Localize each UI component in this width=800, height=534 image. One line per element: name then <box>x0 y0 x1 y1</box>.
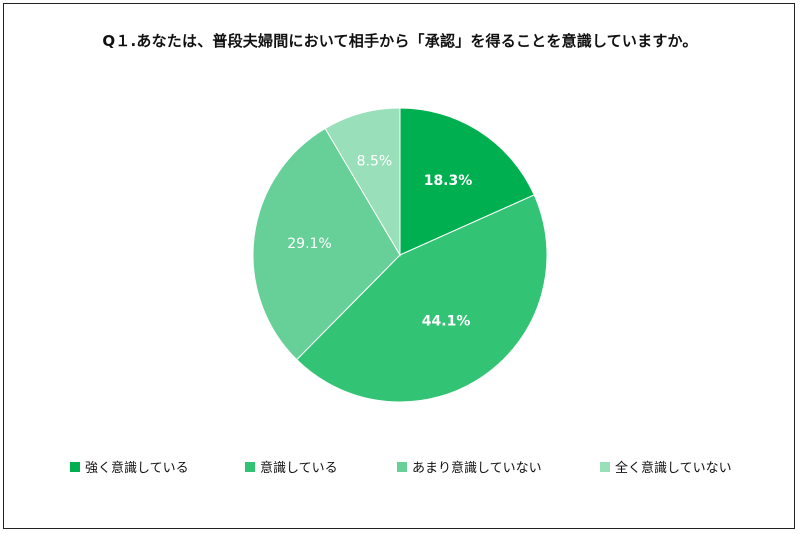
data-label: 44.1% <box>422 313 471 329</box>
slice-not-very-conscious <box>252 127 401 361</box>
legend: 強く意識している 意識している あまり意識していない 全く意識していない <box>0 457 800 477</box>
legend-swatch <box>70 461 80 472</box>
legend-label: 全く意識していない <box>615 461 732 476</box>
slice-not-at-all-conscious <box>324 107 401 257</box>
legend-label: 意識している <box>260 461 338 476</box>
legend-swatch <box>245 461 255 472</box>
legend-swatch <box>397 461 407 472</box>
legend-item-conscious: 意識している <box>245 457 338 476</box>
legend-label: 強く意識している <box>85 461 189 476</box>
legend-item-not-at-all-conscious: 全く意識していない <box>600 457 732 476</box>
legend-item-strongly-conscious: 強く意識している <box>70 457 189 476</box>
data-label: 29.1% <box>287 236 331 252</box>
legend-item-not-very-conscious: あまり意識していない <box>397 457 542 476</box>
chart-title: Q１.あなたは、普段夫婦間において相手から「承認」を得ることを意識していますか。 <box>102 32 698 50</box>
data-label: 18.3% <box>424 173 473 189</box>
data-label: 8.5% <box>357 153 393 169</box>
legend-swatch <box>600 461 610 472</box>
slice-conscious <box>296 194 548 403</box>
slice-strongly-conscious <box>399 107 535 256</box>
legend-label: あまり意識していない <box>412 461 542 476</box>
